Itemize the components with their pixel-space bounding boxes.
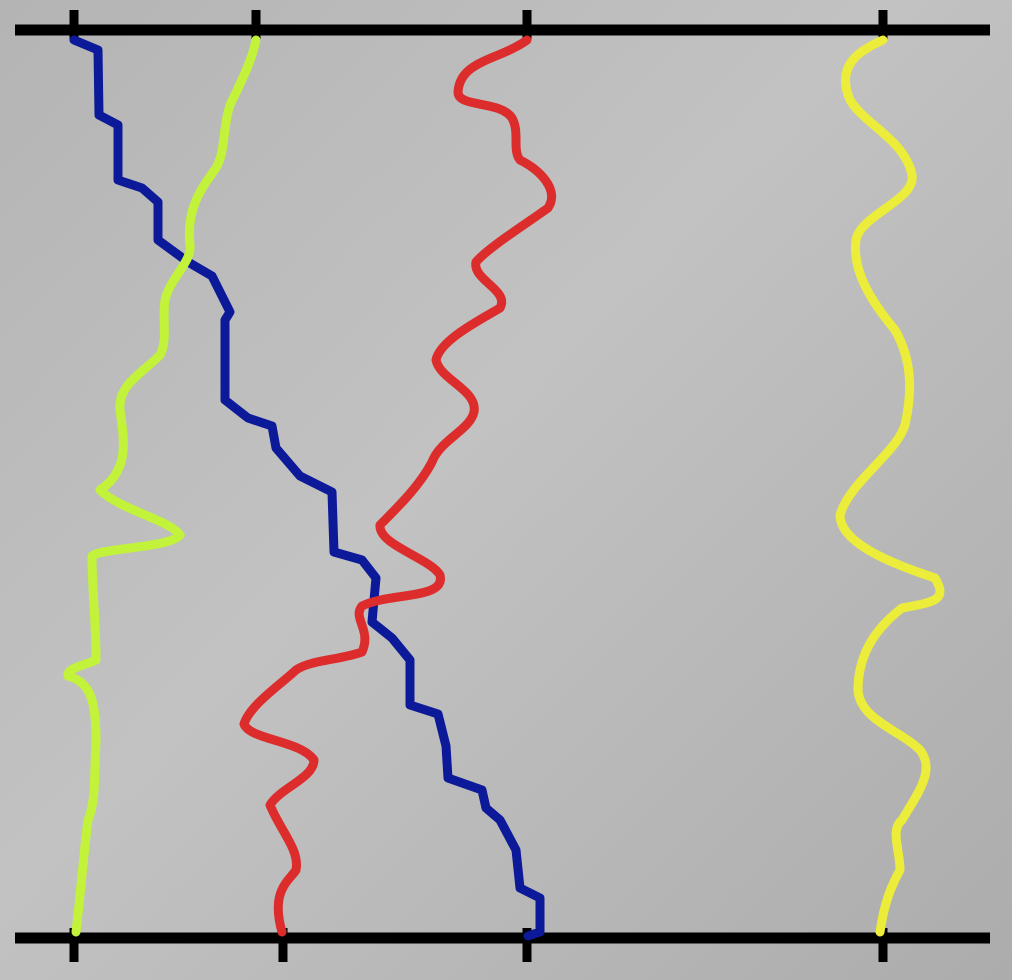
strand-red: [239, 35, 557, 937]
strand-green: [63, 35, 261, 937]
strand-yellow: [835, 35, 945, 937]
strand-blue: [69, 35, 545, 941]
